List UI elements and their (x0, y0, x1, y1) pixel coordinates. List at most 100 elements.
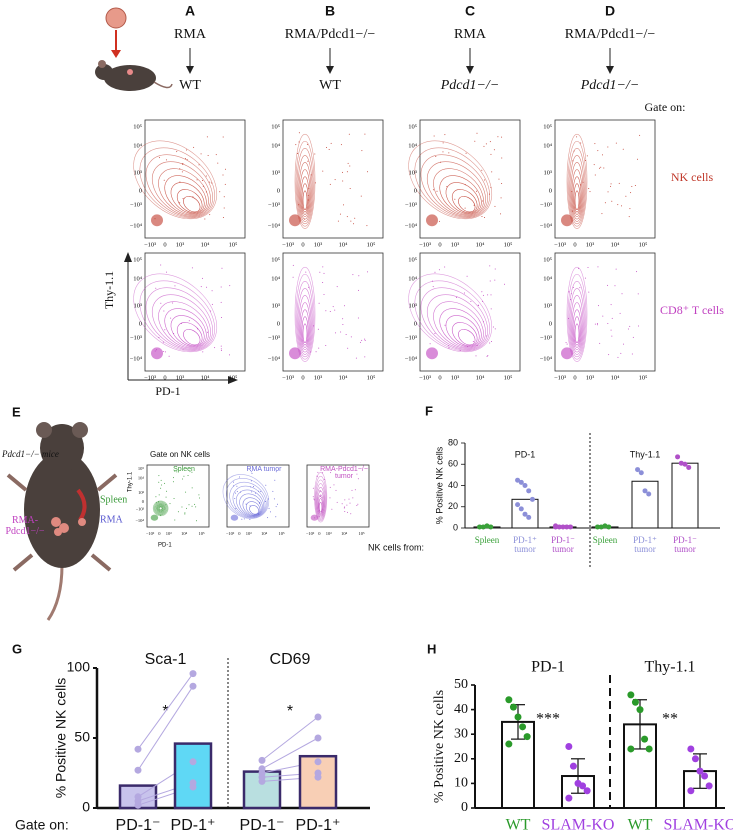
event-dot (297, 153, 299, 155)
event-dot (346, 171, 348, 173)
event-dot (191, 505, 193, 507)
event-dot (347, 347, 349, 349)
event-dot (250, 471, 252, 473)
contour (133, 136, 226, 227)
event-dot (312, 496, 314, 498)
event-dot (446, 186, 448, 188)
event-dot (165, 496, 167, 498)
contour-line (157, 505, 164, 512)
event-dot (332, 306, 334, 308)
event-dot (601, 213, 603, 215)
pair-line (137, 673, 194, 750)
event-dot (155, 496, 157, 498)
x-tick-label: PD-1⁻ tumor (551, 535, 575, 555)
event-dot (432, 286, 434, 288)
event-dot (202, 185, 204, 187)
contour-line (300, 176, 310, 215)
event-dot (347, 162, 349, 164)
contour-line (571, 169, 583, 218)
event-dot (431, 280, 433, 282)
plot-frame (419, 252, 521, 372)
y-tick-label: 0 (142, 499, 145, 504)
contour-line (458, 196, 476, 213)
x-tick-label: 10³ (176, 374, 185, 381)
event-dot (615, 142, 617, 144)
y-tick-label: 20 (448, 501, 458, 511)
event-dot (444, 266, 446, 268)
event-dot (490, 187, 492, 189)
event-dot (628, 216, 630, 218)
y-tick-label: 10⁴ (408, 142, 418, 149)
event-dot (343, 507, 345, 509)
event-dot (202, 180, 204, 182)
event-dot (210, 310, 212, 312)
contour (408, 132, 503, 227)
event-dot (364, 133, 366, 135)
x-tick-label: −10³ (282, 374, 294, 381)
event-dot (340, 331, 342, 333)
event-dot (465, 152, 467, 154)
y-tick-label: 100 (67, 659, 91, 675)
event-dot (477, 304, 479, 306)
x-tick-label: SLAM-KO (664, 817, 733, 834)
event-dot (169, 503, 171, 505)
data-point (505, 740, 513, 748)
contour-line (445, 182, 480, 214)
event-dot (358, 275, 360, 277)
y-tick-label: 10⁴ (543, 142, 553, 149)
contour-line (570, 295, 584, 353)
y-tick-label: 10 (454, 776, 468, 791)
data-point (642, 488, 648, 494)
x-tick-label: 10⁵ (367, 374, 376, 381)
event-dot (350, 336, 352, 338)
event-dot (238, 476, 240, 478)
event-dot (621, 205, 623, 207)
x-tick-label: 10⁵ (359, 531, 366, 536)
event-dot (229, 285, 231, 287)
event-dot (481, 291, 483, 293)
event-dot (442, 142, 444, 144)
event-dot (438, 269, 440, 271)
event-dot (191, 471, 193, 473)
data-point (565, 794, 573, 802)
event-dot (316, 475, 318, 477)
event-dot (448, 347, 450, 349)
event-dot (209, 214, 211, 216)
x-tick-label: 10⁵ (367, 241, 376, 248)
event-dot (191, 487, 193, 489)
event-dot (317, 328, 319, 330)
event-dot (582, 181, 584, 183)
event-dot (632, 336, 634, 338)
event-dot (185, 507, 187, 509)
x-tick-label: 10⁵ (279, 531, 286, 536)
event-dot (622, 148, 624, 150)
event-dot (214, 347, 216, 349)
contour (150, 470, 201, 522)
y-tick-label: 50 (454, 677, 468, 692)
contour-line (414, 280, 490, 352)
event-dot (489, 342, 491, 344)
event-dot (156, 349, 158, 351)
event-dot (617, 356, 619, 358)
data-point (682, 461, 688, 467)
event-dot (569, 299, 571, 301)
plot-frame (144, 119, 246, 239)
contour-line (298, 295, 312, 353)
event-dot (342, 180, 344, 182)
event-dot (433, 135, 435, 137)
event-dot (275, 506, 277, 508)
contour-core (289, 214, 301, 227)
x-tick-label: 10³ (314, 374, 323, 381)
bar (173, 742, 213, 810)
contour-line (570, 162, 584, 220)
contour-line (301, 183, 309, 213)
event-dot (580, 142, 582, 144)
data-point (646, 491, 652, 497)
contour-line (176, 322, 203, 347)
data-point (675, 454, 681, 460)
contour-line (296, 281, 314, 358)
event-dot (629, 208, 631, 210)
plot-frame (306, 464, 370, 528)
event-dot (610, 183, 612, 185)
event-dot (476, 190, 478, 192)
